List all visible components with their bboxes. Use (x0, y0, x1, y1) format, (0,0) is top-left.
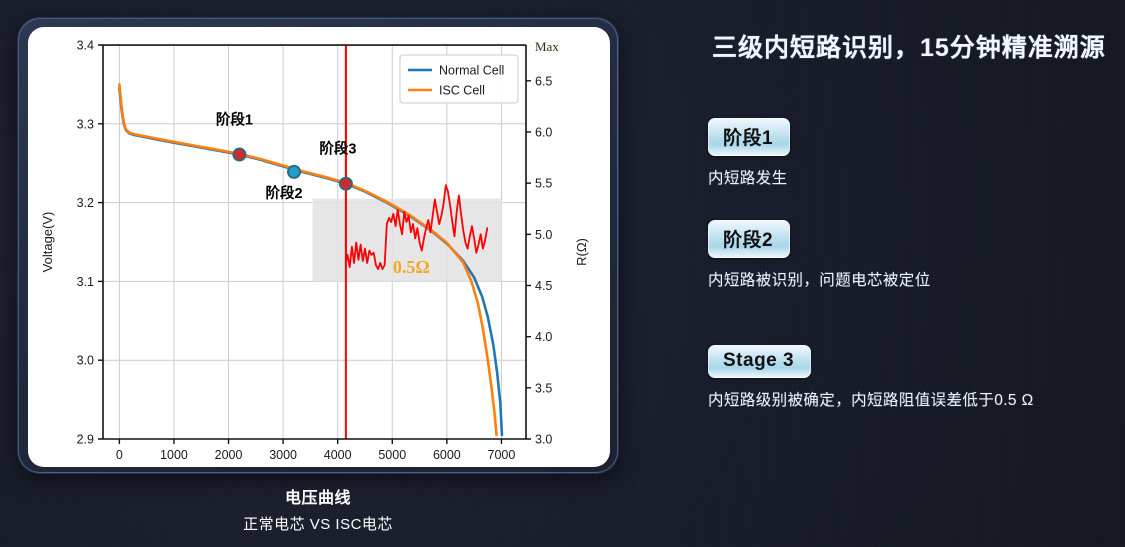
svg-text:ISC Cell: ISC Cell (439, 84, 485, 98)
svg-text:Normal Cell: Normal Cell (439, 64, 504, 78)
svg-text:3.1: 3.1 (77, 275, 94, 289)
chart-caption: 电压曲线 正常电芯 VS ISC电芯 (18, 484, 618, 534)
svg-text:3.5: 3.5 (535, 381, 552, 395)
svg-text:2.9: 2.9 (77, 433, 94, 447)
svg-text:6.5: 6.5 (535, 74, 552, 88)
svg-text:2000: 2000 (215, 448, 243, 462)
voltage-curve-chart: 阶段1 阶段2 阶段3 0.5Ω 0 1000 2000 3000 4000 5000 6000 70… (40, 39, 589, 463)
stage-3-description: 内短路级别被确定，内短路阻值误差低于0.5 Ω (708, 392, 1034, 409)
svg-text:5000: 5000 (378, 448, 406, 462)
svg-text:5.5: 5.5 (535, 177, 552, 191)
caption-title: 电压曲线 (284, 490, 351, 507)
page-title: 三级内短路识别，15分钟精准溯源 (712, 34, 1106, 62)
svg-text:3.0: 3.0 (77, 354, 94, 368)
svg-text:阶段3: 阶段3 (319, 140, 356, 158)
svg-text:Voltage(V): Voltage(V) (40, 212, 55, 273)
stage-block-1: 阶段1 内短路发生 (708, 118, 1125, 188)
stage-block-2: 阶段2 内短路被识别，问题电芯被定位 (708, 220, 1125, 290)
svg-text:6.0: 6.0 (535, 125, 552, 139)
caption-subtitle: 正常电芯 VS ISC电芯 (243, 516, 393, 533)
stage-1-description: 内短路发生 (708, 170, 788, 187)
svg-text:4.5: 4.5 (535, 279, 552, 293)
svg-text:阶段1: 阶段1 (216, 111, 253, 129)
svg-text:3.4: 3.4 (77, 39, 94, 53)
stage-2-badge: 阶段2 (708, 220, 791, 258)
svg-text:3.3: 3.3 (77, 117, 94, 131)
svg-text:6000: 6000 (433, 448, 461, 462)
svg-text:3.2: 3.2 (77, 196, 94, 210)
svg-text:Max: Max (535, 39, 559, 54)
svg-text:R(Ω): R(Ω) (574, 238, 589, 266)
svg-text:0.5Ω: 0.5Ω (393, 257, 430, 277)
svg-text:1000: 1000 (160, 448, 188, 462)
svg-text:0: 0 (116, 448, 123, 462)
stage-1-badge: 阶段1 (708, 118, 791, 156)
info-panel: 三级内短路识别，15分钟精准溯源 阶段1 内短路发生 阶段2 内短路被识别，问题… (700, 0, 1125, 547)
svg-text:5.0: 5.0 (535, 228, 552, 242)
svg-text:7000: 7000 (488, 448, 516, 462)
svg-text:3.0: 3.0 (535, 433, 552, 447)
stage-2-description: 内短路被识别，问题电芯被定位 (708, 272, 931, 289)
stage-3-badge: Stage 3 (708, 345, 812, 378)
svg-text:4000: 4000 (324, 448, 352, 462)
svg-text:3000: 3000 (269, 448, 297, 462)
stage-block-3: Stage 3 内短路级别被确定，内短路阻值误差低于0.5 Ω (708, 345, 1125, 410)
svg-text:4.0: 4.0 (535, 330, 552, 344)
svg-text:阶段2: 阶段2 (265, 184, 302, 202)
chart-card: 阶段1 阶段2 阶段3 0.5Ω 0 1000 2000 3000 4000 5000 6000 70… (28, 27, 610, 467)
